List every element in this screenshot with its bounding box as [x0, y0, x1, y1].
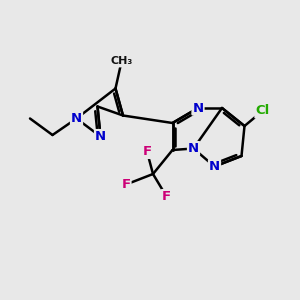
Text: N: N — [71, 112, 82, 125]
Text: F: F — [142, 145, 152, 158]
Text: N: N — [209, 160, 220, 173]
Text: N: N — [188, 142, 199, 155]
Text: CH₃: CH₃ — [110, 56, 133, 67]
Text: N: N — [192, 101, 204, 115]
Text: Cl: Cl — [255, 104, 270, 118]
Text: F: F — [122, 178, 130, 191]
Text: N: N — [95, 130, 106, 143]
Text: F: F — [162, 190, 171, 203]
